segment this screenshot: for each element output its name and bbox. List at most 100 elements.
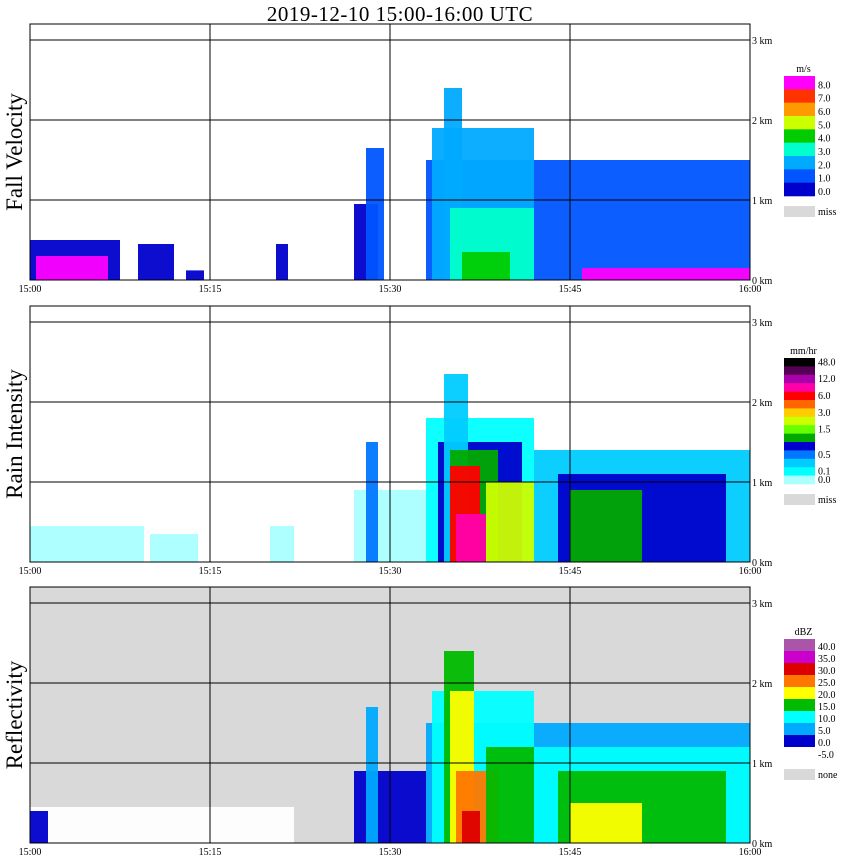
x-tick-label: 16:00 <box>739 847 762 858</box>
legend-value: 10.0 <box>818 714 836 725</box>
echo-cell <box>486 482 534 562</box>
legend-value: 12.0 <box>818 374 836 385</box>
legend-swatch <box>784 383 815 392</box>
legend-value: 1.0 <box>818 174 831 185</box>
y-tick-label: 3 km <box>752 599 773 610</box>
legend-swatch <box>784 358 815 367</box>
legend-value: -5.0 <box>818 750 834 761</box>
y-tick-label: 0 km <box>752 276 773 287</box>
legend-swatch <box>784 374 815 384</box>
echo-cell <box>456 514 486 562</box>
y-tick-label: 1 km <box>752 759 773 770</box>
legend-swatch <box>784 156 815 170</box>
legend-value: 0.0 <box>818 738 831 749</box>
legend-value: 0.1 <box>818 467 831 478</box>
legend-value: 0.0 <box>818 187 831 198</box>
legend-swatch <box>784 711 815 724</box>
legend-swatch <box>784 416 815 426</box>
chart-title: 2019-12-10 15:00-16:00 UTC <box>266 2 534 26</box>
echo-cell <box>138 244 174 280</box>
legend-unit: dBZ <box>795 627 813 638</box>
x-tick-label: 15:30 <box>379 566 402 577</box>
legend-missing-label: miss <box>818 207 836 218</box>
legend-swatch <box>784 89 815 103</box>
legend-value: 3.0 <box>818 147 831 158</box>
y-tick-label: 1 km <box>752 478 773 489</box>
legend-value: 6.0 <box>818 107 831 118</box>
legend-missing-label: none <box>818 770 838 781</box>
legend-swatch <box>784 723 815 736</box>
echo-cell <box>570 803 642 843</box>
legend-value: 1.5 <box>818 425 831 436</box>
legend-swatch <box>784 475 815 485</box>
legend-swatch <box>784 425 815 434</box>
legend-missing-label: miss <box>818 495 836 506</box>
echo-cell <box>366 707 378 843</box>
y-tick-label: 2 km <box>752 679 773 690</box>
echo-cell <box>366 442 378 562</box>
legend-value: 3.0 <box>818 408 831 419</box>
panel-label: Rain Intensity <box>2 369 27 499</box>
legend-value: 7.0 <box>818 94 831 105</box>
legend-value: 15.0 <box>818 702 836 713</box>
legend-swatch <box>784 366 815 376</box>
echo-cell <box>36 256 108 280</box>
echo-cell <box>570 490 642 562</box>
legend-value: 6.0 <box>818 391 831 402</box>
legend-swatch <box>784 747 815 760</box>
legend-swatch <box>784 735 815 748</box>
legend-value: 5.0 <box>818 120 831 131</box>
legend-swatch <box>784 142 815 157</box>
legend-swatch <box>784 102 815 117</box>
plot-frame <box>29 305 751 563</box>
legend-missing-swatch <box>784 494 815 505</box>
x-tick-label: 15:15 <box>199 566 222 577</box>
x-tick-label: 16:00 <box>739 566 762 577</box>
legend-unit: mm/hr <box>790 346 817 357</box>
x-tick-label: 15:30 <box>379 847 402 858</box>
echo-cell <box>186 270 204 280</box>
legend-swatch <box>784 467 815 476</box>
legend-value: 30.0 <box>818 666 836 677</box>
echo-cell <box>582 268 750 280</box>
y-tick-label: 0 km <box>752 558 773 569</box>
x-tick-label: 15:45 <box>559 847 582 858</box>
y-tick-label: 3 km <box>752 36 773 47</box>
y-tick-label: 2 km <box>752 116 773 127</box>
legend-swatch <box>784 458 815 468</box>
y-tick-label: 3 km <box>752 318 773 329</box>
x-tick-label: 16:00 <box>739 284 762 295</box>
y-tick-label: 0 km <box>752 839 773 850</box>
echo-cell <box>270 526 294 562</box>
legend-swatch <box>784 129 815 143</box>
legend-swatch <box>784 182 815 197</box>
legend-missing-swatch <box>784 206 815 217</box>
legend-value: 5.0 <box>818 726 831 737</box>
echo-cell <box>150 534 198 562</box>
x-tick-label: 15:30 <box>379 284 402 295</box>
echo-cell <box>30 807 294 843</box>
legend-value: 48.0 <box>818 357 836 368</box>
legend-swatch <box>784 450 815 460</box>
legend-swatch <box>784 639 815 652</box>
legend-swatch <box>784 169 815 183</box>
y-tick-label: 1 km <box>752 196 773 207</box>
legend-value: 20.0 <box>818 690 836 701</box>
legend-value: 25.0 <box>818 678 836 689</box>
legend-swatch <box>784 400 815 409</box>
echo-cell <box>30 526 144 562</box>
legend-swatch <box>784 651 815 664</box>
legend-swatch <box>784 675 815 688</box>
legend-swatch <box>784 116 815 130</box>
echo-cell <box>462 252 510 280</box>
y-tick-label: 2 km <box>752 398 773 409</box>
x-tick-label: 15:15 <box>199 847 222 858</box>
echo-cell <box>366 148 384 280</box>
legend-value: 8.0 <box>818 80 831 91</box>
legend-swatch <box>784 408 815 418</box>
echo-cell <box>276 244 288 280</box>
legend-unit: m/s <box>796 64 811 75</box>
x-tick-label: 15:00 <box>19 566 42 577</box>
legend-swatch <box>784 433 815 443</box>
plot-frame <box>29 586 751 844</box>
